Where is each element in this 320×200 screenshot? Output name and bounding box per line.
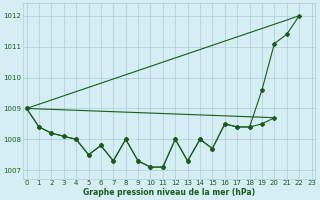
X-axis label: Graphe pression niveau de la mer (hPa): Graphe pression niveau de la mer (hPa): [83, 188, 255, 197]
